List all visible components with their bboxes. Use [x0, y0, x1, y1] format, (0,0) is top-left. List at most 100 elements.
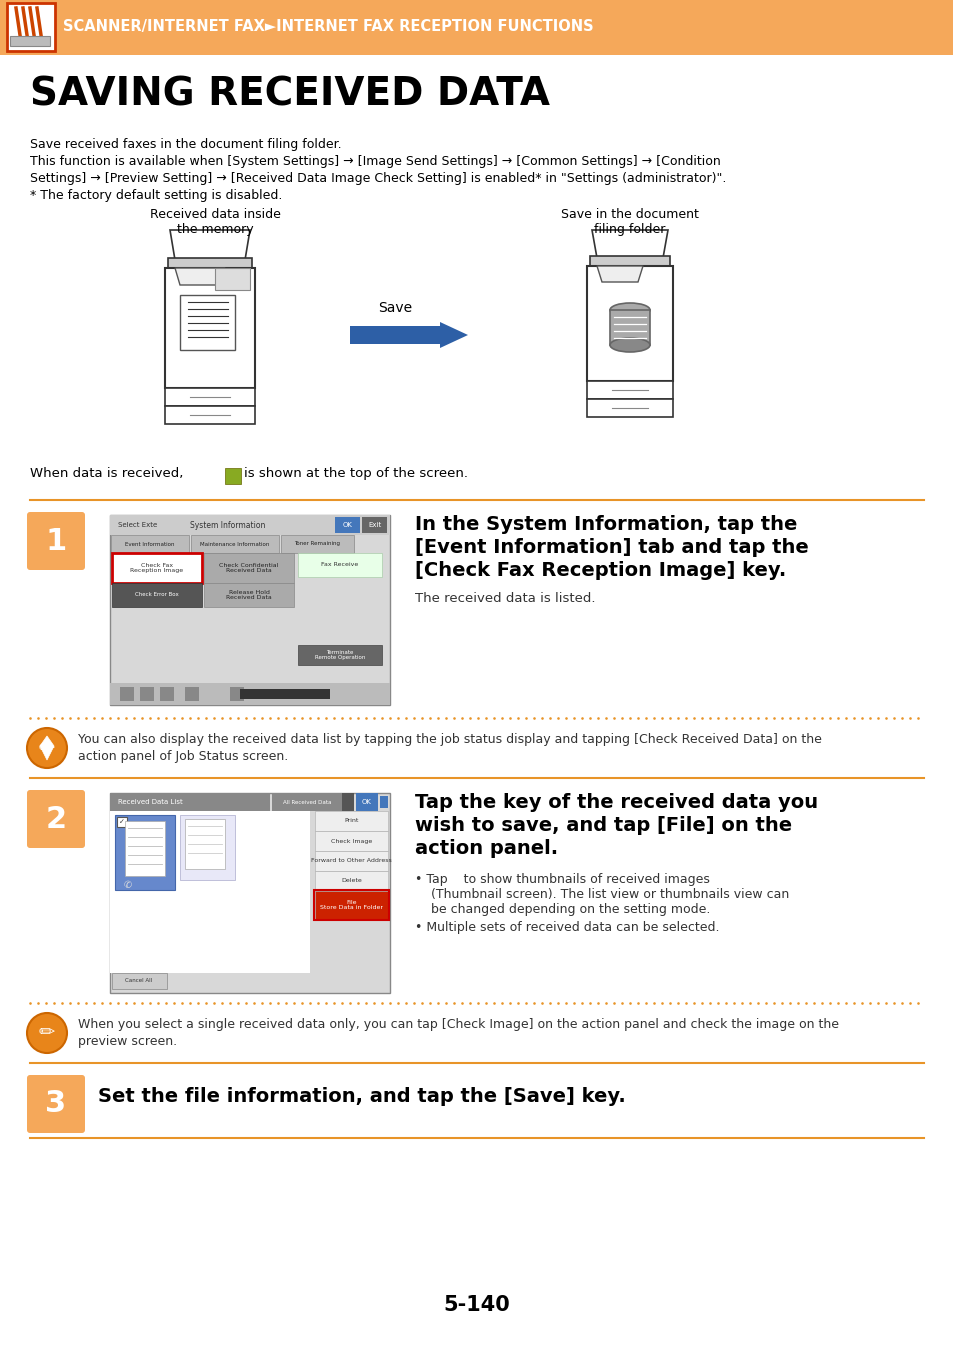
Text: Select Exte: Select Exte: [118, 522, 157, 528]
Point: [814, 707, 829, 729]
Bar: [185, 687, 199, 701]
Text: When you select a single received data only, you can tap [Check Image] on the ac: When you select a single received data o…: [78, 1018, 838, 1031]
Point: [734, 992, 749, 1014]
Point: [62, 707, 77, 729]
Text: System Information: System Information: [190, 521, 265, 529]
Point: [214, 992, 230, 1014]
Point: [30, 992, 46, 1014]
Point: [805, 992, 821, 1014]
Point: [502, 707, 517, 729]
Bar: [240, 688, 330, 699]
Point: [342, 992, 357, 1014]
Text: Release Hold
Received Data: Release Hold Received Data: [226, 590, 272, 601]
Text: File
Store Data in Folder: File Store Data in Folder: [319, 899, 382, 910]
Bar: [230, 687, 244, 701]
Point: [254, 707, 270, 729]
Bar: [361, 517, 387, 533]
Point: [526, 992, 541, 1014]
Point: [646, 707, 661, 729]
Point: [358, 707, 374, 729]
Polygon shape: [592, 230, 667, 258]
Point: [502, 992, 517, 1014]
Text: Save: Save: [377, 301, 412, 315]
Bar: [112, 973, 167, 990]
Point: [701, 707, 717, 729]
Point: [47, 707, 62, 729]
Point: [270, 992, 285, 1014]
Text: Delete: Delete: [341, 879, 361, 883]
Point: [446, 992, 461, 1014]
Point: [718, 992, 733, 1014]
Point: [422, 707, 437, 729]
Point: [406, 992, 421, 1014]
Text: Exit: Exit: [368, 522, 381, 528]
Point: [350, 707, 365, 729]
Point: [422, 992, 437, 1014]
Point: [654, 707, 669, 729]
Bar: [297, 645, 381, 666]
Point: [158, 707, 173, 729]
Text: 2: 2: [46, 805, 67, 833]
Point: [781, 992, 797, 1014]
Point: [814, 992, 829, 1014]
Point: [885, 992, 901, 1014]
Bar: [110, 811, 310, 973]
Point: [654, 992, 669, 1014]
Text: SCANNER/INTERNET FAX►INTERNET FAX RECEPTION FUNCTIONS: SCANNER/INTERNET FAX►INTERNET FAX RECEPT…: [63, 19, 593, 35]
Point: [326, 992, 341, 1014]
Point: [646, 992, 661, 1014]
Point: [869, 992, 884, 1014]
Text: * The factory default setting is disabled.: * The factory default setting is disable…: [30, 189, 282, 202]
Point: [741, 707, 757, 729]
Text: Received Data List: Received Data List: [118, 799, 183, 805]
Point: [661, 707, 677, 729]
Point: [838, 707, 853, 729]
Bar: [297, 554, 381, 576]
Text: Save in the document
filing folder: Save in the document filing folder: [560, 208, 699, 236]
Point: [206, 707, 221, 729]
Point: [366, 707, 381, 729]
Point: [789, 707, 804, 729]
Point: [510, 707, 525, 729]
Point: [486, 992, 501, 1014]
Bar: [117, 817, 127, 828]
Point: [845, 992, 861, 1014]
Text: [Event Information] tab and tap the: [Event Information] tab and tap the: [415, 539, 808, 558]
Point: [374, 992, 389, 1014]
Text: wish to save, and tap [File] on the: wish to save, and tap [File] on the: [415, 815, 791, 836]
Bar: [120, 687, 133, 701]
Point: [71, 992, 86, 1014]
Point: [294, 992, 310, 1014]
Point: [630, 992, 645, 1014]
Point: [725, 992, 740, 1014]
Point: [278, 992, 294, 1014]
Point: [390, 707, 405, 729]
Point: [534, 707, 549, 729]
Bar: [204, 554, 294, 583]
Point: [854, 707, 869, 729]
Point: [829, 992, 844, 1014]
Point: [102, 707, 117, 729]
Point: [470, 707, 485, 729]
Point: [47, 992, 62, 1014]
Point: [191, 992, 206, 1014]
Point: [30, 707, 46, 729]
Point: [725, 707, 740, 729]
Point: [477, 707, 493, 729]
Point: [334, 992, 349, 1014]
Point: [710, 707, 725, 729]
Text: ✓: ✓: [119, 819, 125, 825]
Text: 5-140: 5-140: [443, 1295, 510, 1315]
Point: [198, 992, 213, 1014]
Text: Check Image: Check Image: [331, 838, 372, 844]
Point: [286, 707, 301, 729]
Point: [845, 707, 861, 729]
Point: [902, 992, 917, 1014]
Point: [398, 992, 414, 1014]
Text: • Tap    to show thumbnails of received images: • Tap to show thumbnails of received ima…: [415, 873, 709, 886]
Polygon shape: [174, 269, 225, 285]
Text: is shown at the top of the screen.: is shown at the top of the screen.: [244, 467, 468, 481]
Point: [614, 707, 629, 729]
Bar: [609, 310, 649, 346]
Bar: [0, 0, 953, 55]
